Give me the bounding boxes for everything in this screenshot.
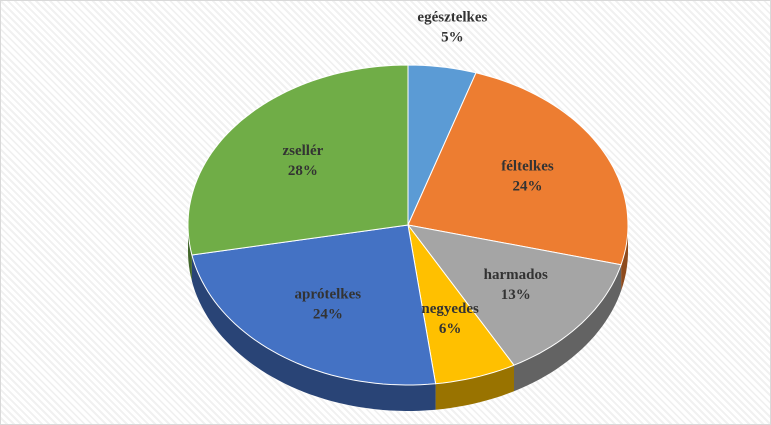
slice-value-label: 24% [313, 307, 343, 323]
slice-label: egésztelkes [417, 9, 487, 25]
slice-label: aprótelkes [294, 287, 361, 303]
slice [187, 64, 409, 256]
slice-side [191, 255, 436, 411]
slice-side [621, 225, 628, 291]
slice [407, 64, 477, 226]
slice-value-label: 28% [288, 163, 318, 179]
slice-label: féltelkes [501, 159, 554, 175]
slice-value-label: 24% [513, 179, 543, 195]
slice [407, 224, 515, 385]
slice-value-label: 5% [441, 29, 464, 45]
slice [191, 224, 437, 386]
slice-label: zsellér [282, 143, 323, 159]
slice-side [435, 365, 514, 410]
slice-label: negyedes [421, 301, 479, 317]
slice [407, 72, 629, 266]
slice [406, 224, 622, 366]
slice-label: harmados [484, 267, 548, 283]
slice-side [514, 264, 622, 392]
slice-value-label: 13% [501, 287, 531, 303]
slice-value-label: 6% [439, 321, 462, 337]
slice-side [188, 225, 192, 281]
